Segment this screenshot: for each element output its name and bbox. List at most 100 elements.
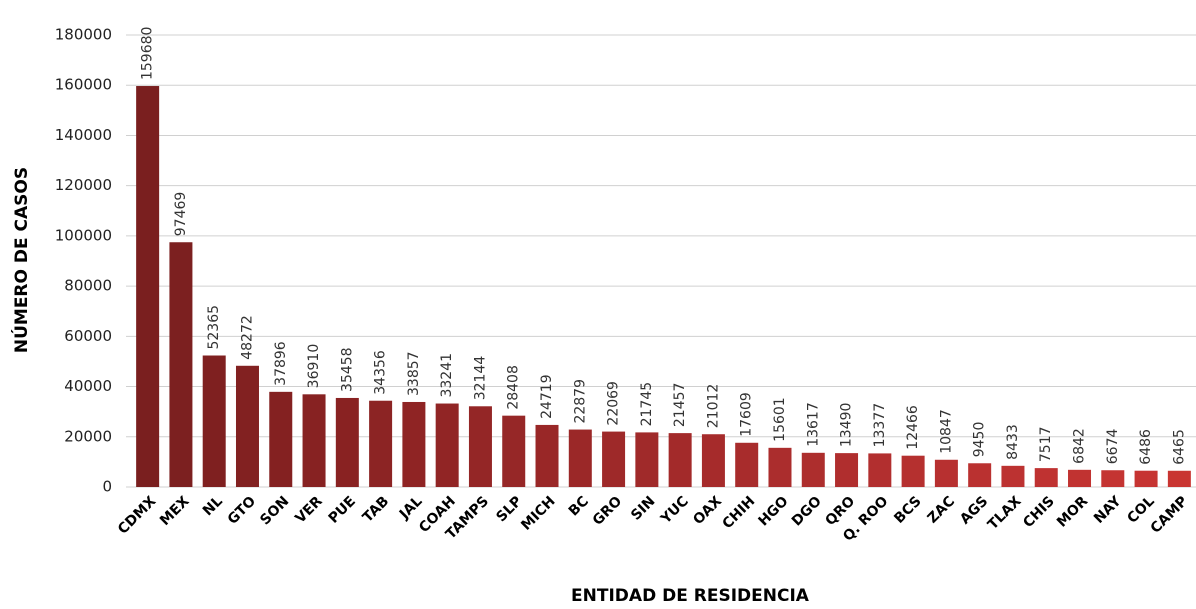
y-tick-label: 100000 [55, 226, 112, 244]
x-tick-label: CHIH [720, 493, 759, 532]
y-tick-label: 160000 [55, 76, 112, 94]
x-tick-label: SIN [628, 493, 658, 523]
x-tick-label: CAMP [1148, 493, 1191, 536]
bar [801, 452, 825, 487]
y-tick-label: 60000 [64, 327, 112, 345]
bar [1101, 470, 1125, 487]
x-tick-label: GRO [590, 493, 626, 529]
y-tick-label: 20000 [64, 427, 112, 445]
value-label: 33857 [406, 351, 422, 396]
value-label: 37896 [273, 341, 289, 386]
value-label: 13490 [839, 403, 855, 448]
bar [535, 424, 559, 487]
y-axis-title: NÚMERO DE CASOS [10, 167, 32, 353]
bar [635, 432, 659, 487]
bar [235, 365, 259, 487]
x-tick-label: PUE [326, 493, 359, 526]
value-label: 33241 [439, 353, 455, 398]
x-tick-label: BC [566, 493, 592, 519]
value-label: 36910 [306, 344, 322, 389]
x-tick-label: SON [257, 493, 292, 528]
value-label: 17609 [739, 392, 755, 437]
value-label: 6486 [1138, 429, 1154, 465]
y-tick-label: 0 [102, 478, 112, 496]
bar [136, 86, 160, 487]
value-label: 21012 [705, 384, 721, 429]
value-label: 22879 [572, 379, 588, 424]
x-tick-label: VER [292, 493, 326, 527]
x-tick-label: DGO [789, 493, 825, 529]
bar [502, 415, 526, 487]
x-tick-label: CHIS [1020, 493, 1058, 531]
x-tick-label: TAB [360, 493, 393, 526]
bar [335, 397, 359, 487]
value-label: 52365 [206, 305, 222, 350]
bar [202, 355, 226, 487]
value-label: 13377 [872, 403, 888, 448]
bar [568, 429, 592, 487]
x-tick-label: HGO [756, 493, 792, 529]
bar [1034, 468, 1058, 487]
value-label: 9450 [972, 422, 988, 458]
value-label: 97469 [173, 192, 189, 237]
value-label: 13617 [805, 402, 821, 447]
x-tick-label: GTO [225, 493, 260, 528]
value-label: 32144 [472, 356, 488, 401]
value-label: 10847 [938, 409, 954, 454]
bar [602, 431, 626, 487]
bar [735, 442, 759, 487]
x-tick-label: YUC [657, 493, 691, 527]
value-label: 21457 [672, 383, 688, 428]
y-tick-label: 140000 [55, 126, 112, 144]
y-tick-label: 40000 [64, 377, 112, 395]
bar [369, 400, 393, 487]
bar [1068, 469, 1092, 487]
value-label: 28408 [506, 365, 522, 410]
x-tick-label: MICH [518, 493, 558, 533]
x-tick-label: NL [200, 493, 226, 519]
value-label: 35458 [339, 347, 355, 392]
bar [1001, 465, 1025, 487]
x-tick-label: CDMX [115, 493, 159, 537]
value-label: 22069 [606, 381, 622, 426]
bar [402, 401, 426, 487]
value-label: 15601 [772, 397, 788, 442]
bar [1167, 470, 1191, 487]
x-tick-label: TLAX [985, 493, 1025, 533]
bar [435, 403, 459, 487]
x-tick-label: OAX [690, 493, 725, 528]
value-label: 12466 [905, 405, 921, 450]
bar [1134, 470, 1158, 487]
x-axis-title: ENTIDAD DE RESIDENCIA [571, 586, 810, 606]
value-label: 6842 [1072, 428, 1088, 464]
value-label: 7517 [1038, 426, 1054, 462]
bar [302, 394, 326, 487]
value-label: 24719 [539, 374, 555, 419]
bar [968, 463, 992, 487]
bar [868, 453, 892, 487]
bar [701, 434, 725, 487]
y-tick-label: 80000 [64, 277, 112, 295]
bar [269, 391, 293, 487]
bar [668, 433, 692, 487]
x-tick-label: BCS [891, 493, 924, 526]
y-tick-label: 120000 [55, 176, 112, 194]
value-label: 21745 [639, 382, 655, 427]
bar [468, 406, 492, 487]
x-tick-label: ZAC [925, 493, 958, 526]
bar [169, 242, 193, 487]
y-tick-label: 180000 [55, 26, 112, 44]
x-tick-label: NAY [1091, 493, 1125, 527]
bar [835, 453, 859, 487]
x-tick-label: MEX [157, 493, 193, 529]
value-label: 8433 [1005, 424, 1021, 460]
bar [934, 459, 958, 487]
x-tick-label: MOR [1054, 493, 1091, 530]
value-label: 6465 [1171, 429, 1187, 465]
bar [768, 447, 792, 487]
value-label: 159680 [140, 27, 156, 80]
value-label: 34356 [373, 350, 389, 395]
value-label: 48272 [239, 315, 255, 360]
value-label: 6674 [1105, 429, 1121, 465]
